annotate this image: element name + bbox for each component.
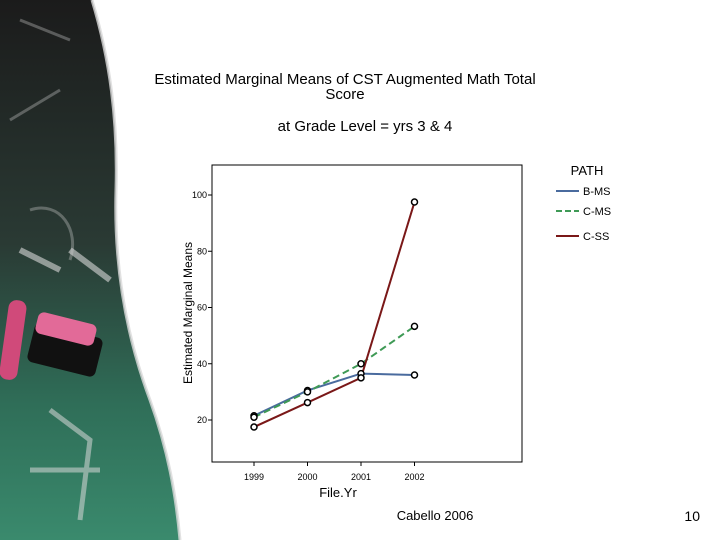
x-tick-label: 2000 (297, 472, 317, 482)
series-line-c-ss (253, 201, 416, 428)
series-line-b-ms (253, 372, 415, 417)
data-point (357, 360, 365, 368)
legend-title: PATH (571, 163, 604, 178)
plot-frame (211, 164, 523, 463)
y-axis-label: Estimated Marginal Means (181, 242, 195, 384)
x-tick-label: 1999 (244, 472, 264, 482)
data-point (303, 398, 312, 407)
y-tick-label: 20 (197, 415, 207, 425)
data-point (250, 423, 258, 431)
y-tick-label: 60 (197, 303, 207, 313)
legend-label: C-MS (583, 206, 611, 218)
data-point (250, 413, 258, 421)
data-point (303, 388, 312, 396)
x-tick-label: 2001 (351, 472, 371, 482)
footer-credit: Cabello 2006 (396, 508, 474, 523)
legend-label: C-SS (583, 231, 609, 243)
data-point (410, 322, 419, 331)
data-point (357, 374, 365, 382)
y-tick-label: 40 (197, 359, 207, 369)
y-tick-label: 80 (197, 246, 207, 256)
data-point (410, 198, 419, 206)
chart-title: Estimated Marginal Means of CST Augmente… (154, 71, 536, 103)
y-tick-label: 100 (192, 190, 207, 200)
x-tick-label: 2002 (404, 472, 424, 482)
chalk-stick-icon (0, 300, 103, 380)
data-point (410, 371, 419, 379)
series-line-c-ms (253, 325, 416, 419)
legend-label: B-MS (583, 186, 611, 198)
slide-number: 10 (684, 508, 700, 524)
chart-subtitle: at Grade Level = yrs 3 & 4 (277, 118, 453, 135)
x-axis-label: File.Yr (319, 485, 357, 500)
